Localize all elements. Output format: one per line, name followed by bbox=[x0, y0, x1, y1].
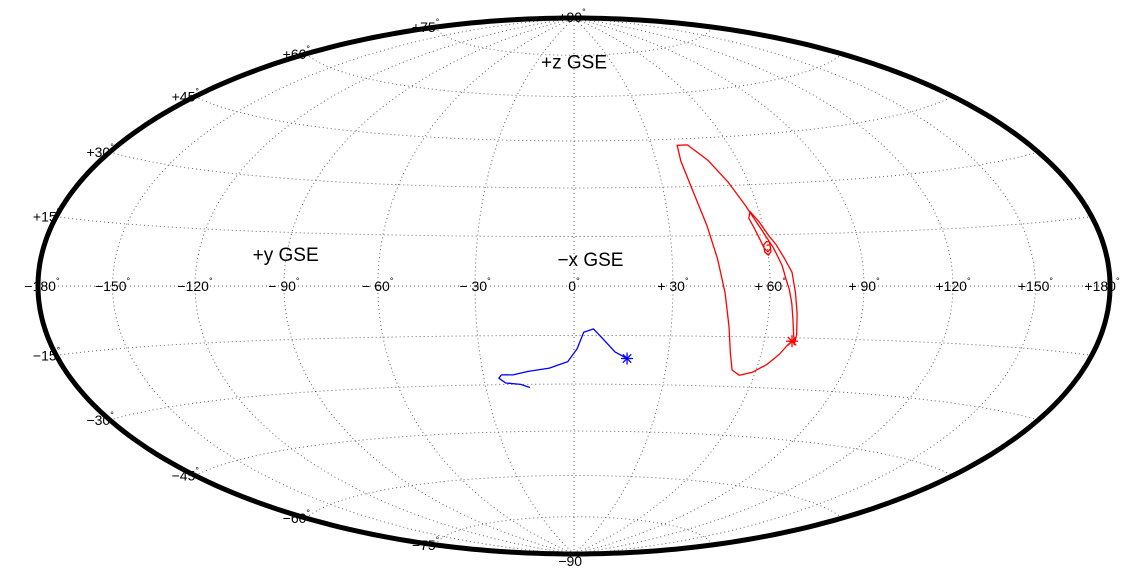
axis-annotations: +z GSE +y GSE −x GSE bbox=[253, 53, 624, 272]
tick-labels: −180° −150° −120° − 90° − 60° − 30° 0° + 30° + 6… bbox=[24, 7, 1120, 569]
latitude-tick-label: +75° bbox=[412, 17, 440, 35]
latitude-tick-label: −75° bbox=[412, 535, 440, 553]
axis-annotation: +z GSE bbox=[541, 53, 607, 74]
latitude-tick-label: +60° bbox=[283, 44, 311, 62]
meridian-line bbox=[574, 18, 864, 554]
parallel-line bbox=[195, 97, 953, 142]
trajectory-line bbox=[677, 145, 797, 375]
longitude-tick-label: +120° bbox=[935, 276, 971, 294]
meridian-line bbox=[475, 18, 574, 554]
latitude-tick-label: +15° bbox=[33, 207, 61, 225]
latitude-tick-label: +30° bbox=[86, 142, 114, 160]
longitude-tick-label: − 60° bbox=[362, 276, 394, 294]
longitude-tick-label: − 30° bbox=[459, 276, 491, 294]
latitude-tick-label: +45° bbox=[172, 86, 200, 104]
longitude-tick-label: +180° bbox=[1084, 276, 1120, 294]
longitude-tick-label: 0° bbox=[568, 276, 580, 294]
trajectory-line bbox=[499, 329, 627, 388]
latitude-tick-label: −45° bbox=[172, 466, 200, 484]
latitude-tick-label: −15° bbox=[33, 345, 61, 363]
longitude-tick-label: − 90° bbox=[268, 276, 300, 294]
latitude-tick-label: −90° bbox=[558, 551, 586, 569]
parallel-line bbox=[435, 517, 712, 545]
trajectory-series bbox=[499, 145, 798, 388]
trajectory-end-marker bbox=[621, 353, 633, 365]
latitude-tick-label: +90° bbox=[558, 7, 586, 25]
longitude-tick-label: −120° bbox=[177, 276, 213, 294]
longitude-tick-label: + 60° bbox=[755, 276, 787, 294]
longitude-tick-label: + 30° bbox=[657, 276, 689, 294]
longitude-tick-label: −180° bbox=[24, 276, 60, 294]
axis-annotation: +y GSE bbox=[253, 245, 319, 266]
longitude-tick-label: −150° bbox=[95, 276, 131, 294]
longitude-tick-label: + 90° bbox=[848, 276, 880, 294]
axis-annotation: −x GSE bbox=[557, 250, 623, 271]
latitude-tick-label: −30° bbox=[86, 410, 114, 428]
longitude-tick-label: +150° bbox=[1018, 276, 1054, 294]
latitude-tick-label: −60° bbox=[283, 508, 311, 526]
